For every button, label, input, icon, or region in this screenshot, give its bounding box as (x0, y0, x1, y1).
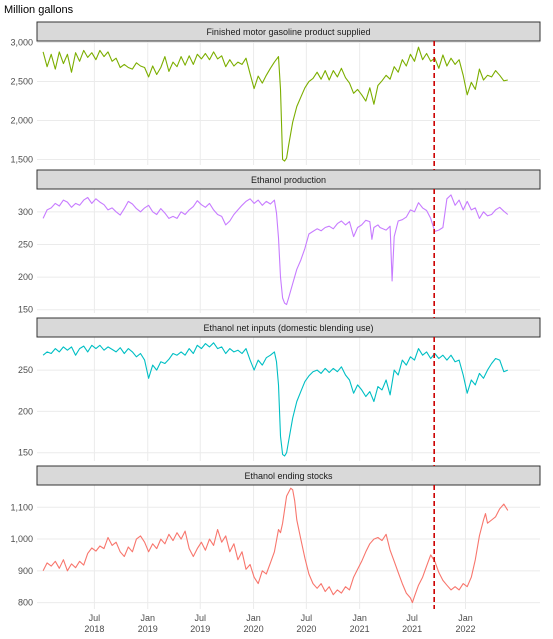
y-tick-label: 150 (18, 448, 33, 458)
y-unit-label: Million gallons (4, 4, 74, 16)
panel-2: 150 200 250 300 Ethanol production (18, 169, 541, 315)
y-tick-label: 900 (18, 566, 33, 576)
y-tick-label: 2,500 (10, 77, 33, 87)
series-line (42, 194, 509, 306)
y-tick-label: 3,000 (10, 38, 33, 48)
panels: 1,500 2,000 2,500 3,000 Finished motor gasol… (10, 21, 541, 609)
x-tick-year-label: 2020 (296, 624, 316, 634)
facet-title: Ethanol ending stocks (244, 471, 333, 481)
y-tick-label: 250 (18, 239, 33, 249)
x-tick-year-label: 2021 (402, 624, 422, 634)
x-tick-year-label: 2022 (455, 624, 475, 634)
y-tick-label: 1,000 (10, 534, 33, 544)
x-tick-label: Jul (89, 613, 101, 623)
panel-3: 150 200 250 Ethanol net inputs (domestic bl… (18, 317, 541, 461)
x-tick-label: Jul (301, 613, 313, 623)
x-tick-label: Jul (194, 613, 206, 623)
x-tick-label: Jan (140, 613, 155, 623)
x-tick-year-label: 2019 (190, 624, 210, 634)
x-tick-label: Jan (458, 613, 473, 623)
panel-4: 800 900 1,000 1,100 Ethanol ending stocks (10, 465, 541, 609)
y-tick-label: 200 (18, 272, 33, 282)
series-line (42, 487, 509, 604)
x-tick-label: Jul (406, 613, 418, 623)
x-tick-year-label: 2019 (138, 624, 158, 634)
x-tick-year-label: 2018 (84, 624, 104, 634)
y-tick-label: 800 (18, 598, 33, 608)
y-tick-label: 1,100 (10, 502, 33, 512)
y-tick-label: 150 (18, 305, 33, 315)
y-tick-label: 2,000 (10, 116, 33, 126)
x-tick-year-label: 2021 (350, 624, 370, 634)
x-axis: Jul2018Jan2019Jul2019Jan2020Jul2020Jan20… (84, 613, 475, 634)
facet-strip (36, 465, 541, 486)
series-line (42, 342, 509, 457)
series-line (42, 46, 508, 162)
facet-title: Finished motor gasoline product supplied (206, 27, 370, 37)
y-tick-label: 1,500 (10, 155, 33, 165)
facet-title: Ethanol production (251, 175, 326, 185)
panel-1: 1,500 2,000 2,500 3,000 Finished motor gasol… (10, 21, 541, 165)
facet-strip (36, 21, 541, 42)
y-tick-label: 250 (18, 365, 33, 375)
facet-strip (36, 169, 541, 190)
facet-title: Ethanol net inputs (domestic blending us… (203, 323, 373, 333)
facet-strip (36, 317, 541, 338)
y-tick-label: 300 (18, 207, 33, 217)
x-tick-year-label: 2020 (244, 624, 264, 634)
x-tick-label: Jan (246, 613, 261, 623)
x-tick-label: Jan (352, 613, 367, 623)
y-tick-label: 200 (18, 406, 33, 416)
